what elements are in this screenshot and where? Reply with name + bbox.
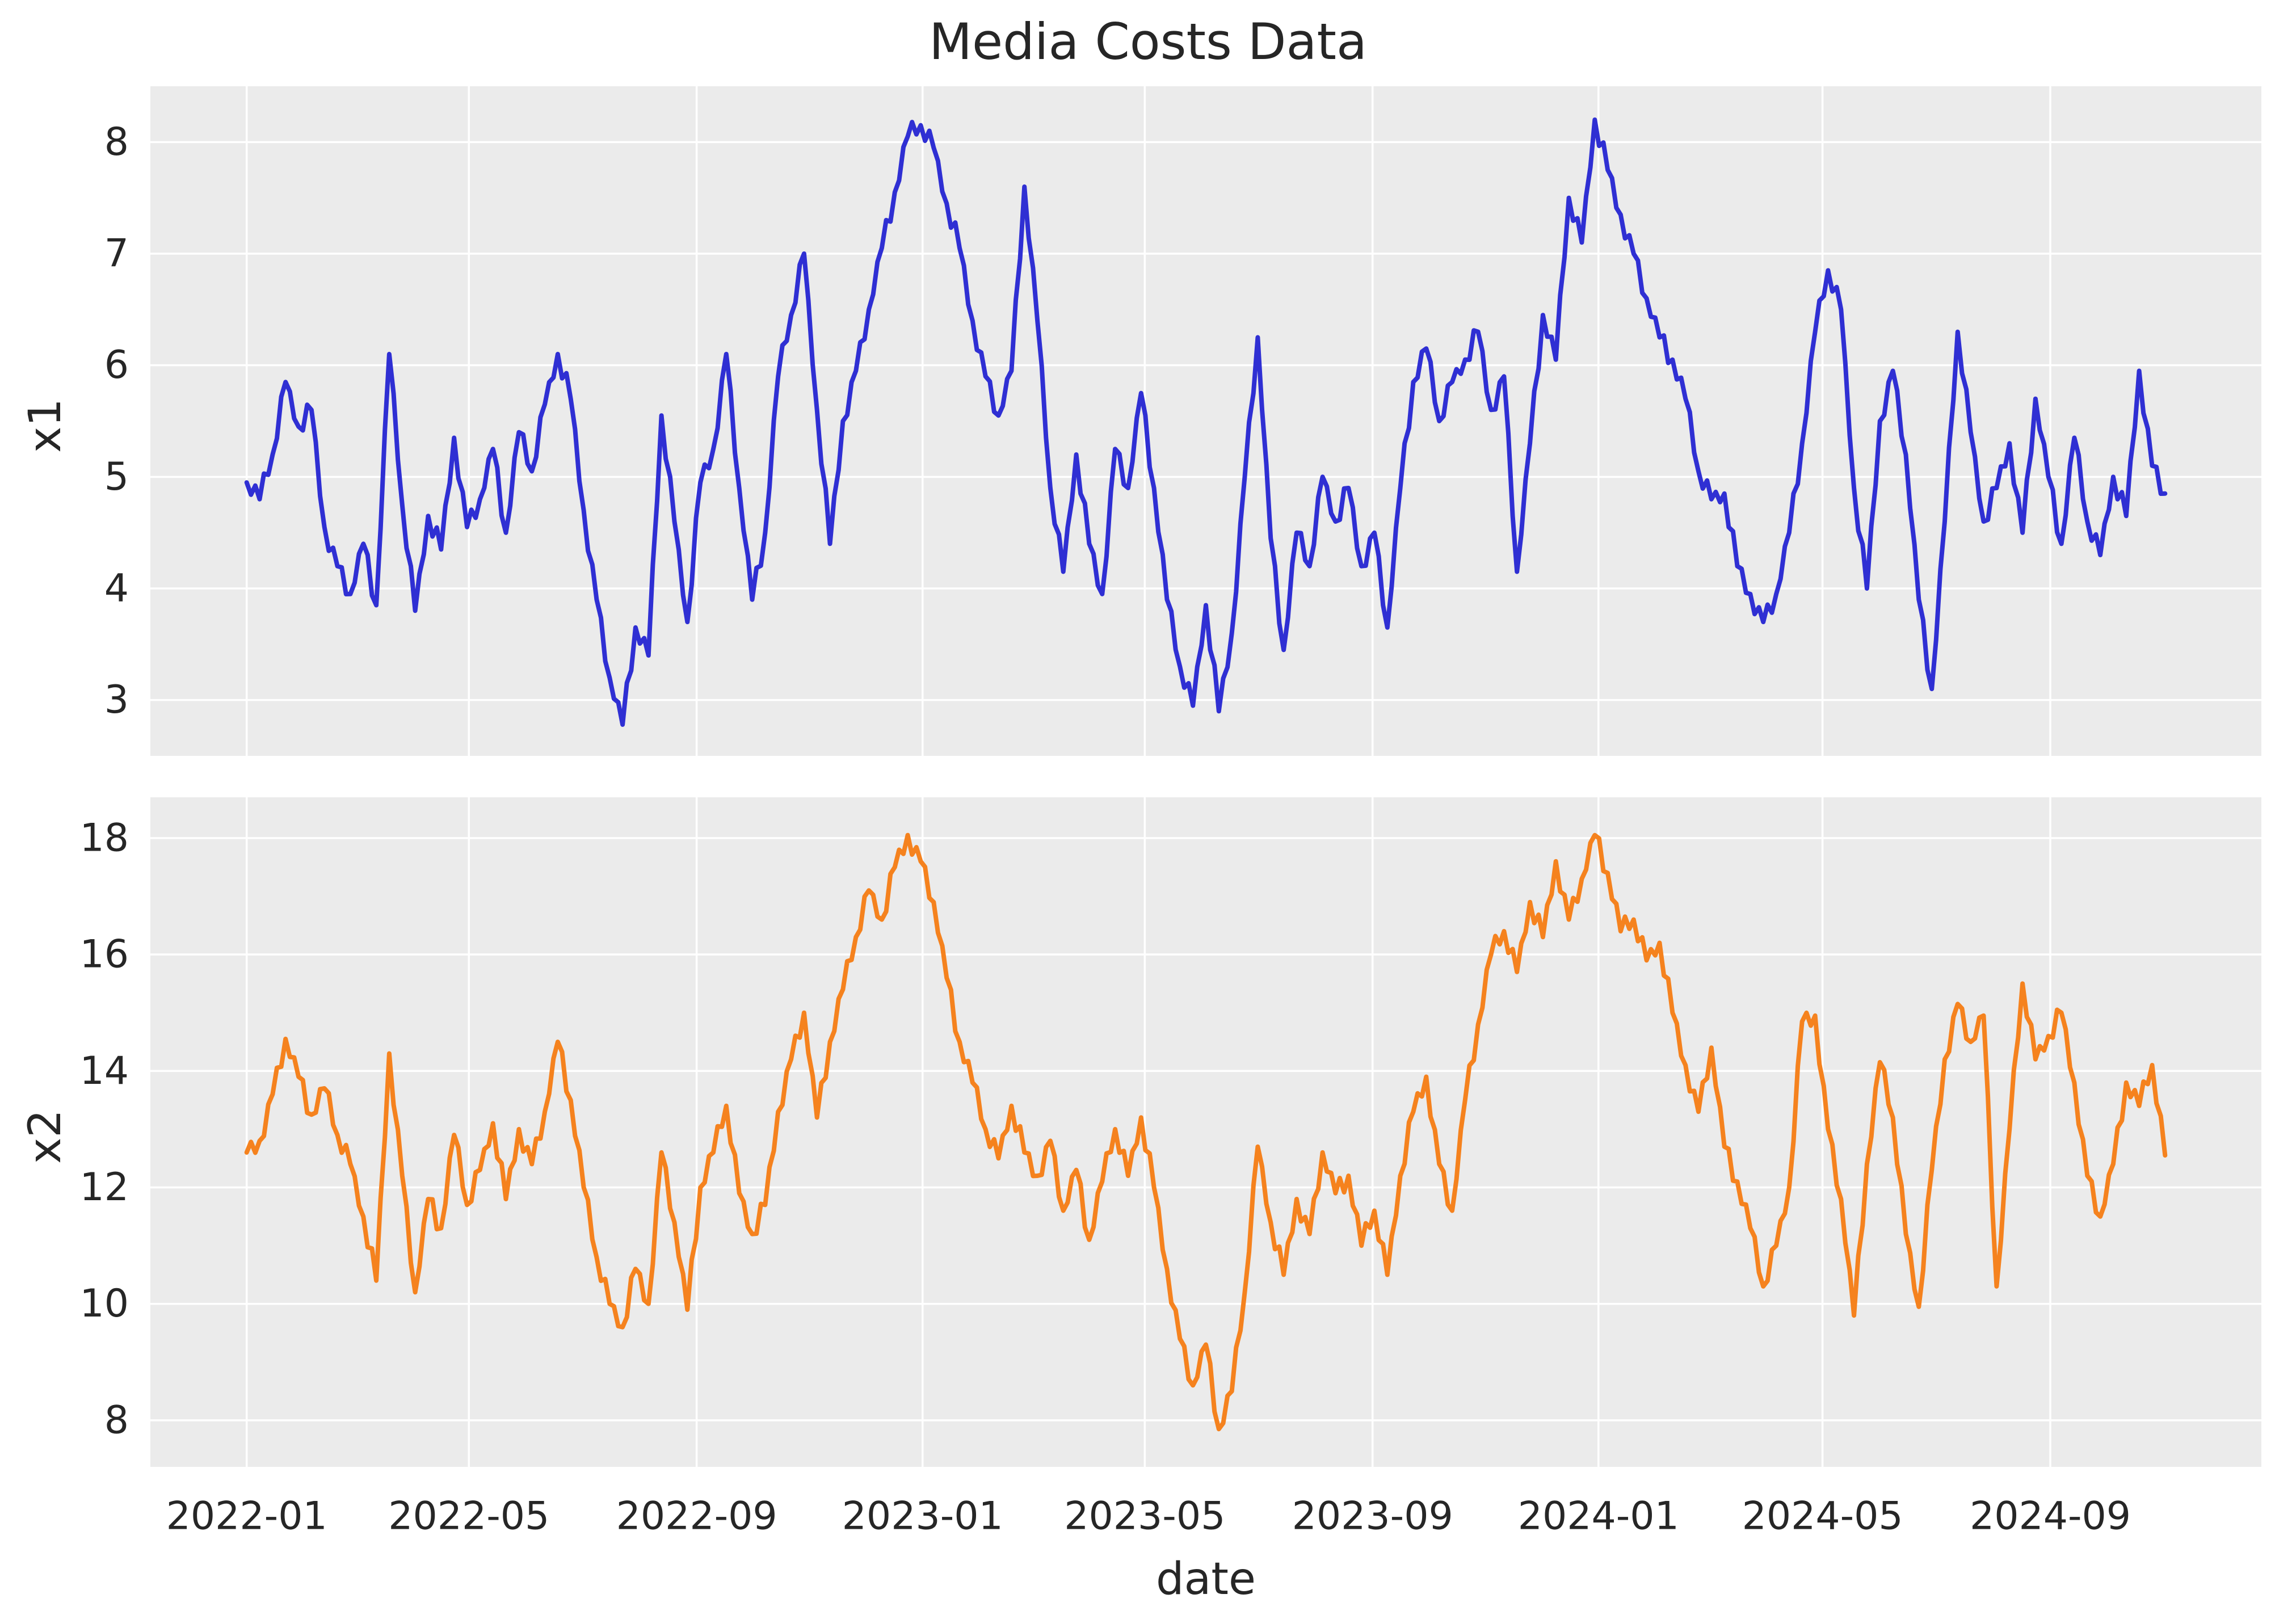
xtick-label: 2023-09 xyxy=(1292,1494,1453,1539)
x2-line-series xyxy=(244,832,2168,1432)
xtick-label: 2022-01 xyxy=(166,1494,327,1539)
xtick-label: 2023-01 xyxy=(842,1494,1003,1539)
xtick-label: 2023-05 xyxy=(1064,1494,1225,1539)
x1-line-series xyxy=(244,117,2168,727)
x2-ytick-label: 16 xyxy=(79,932,129,977)
y-axis-label-x2: x2 xyxy=(20,1109,71,1164)
x1-plot-area: 3 4 5 6 7 8 xyxy=(104,86,2261,756)
x2-ytick-label: 14 xyxy=(79,1049,129,1094)
x2-panel-background xyxy=(150,797,2261,1467)
x2-ytick-label: 8 xyxy=(104,1398,129,1442)
x1-ytick-label: 4 xyxy=(104,566,129,611)
xtick-label: 2024-05 xyxy=(1742,1494,1903,1539)
x1-ytick-label: 7 xyxy=(104,232,129,276)
x1-ytick-label: 5 xyxy=(104,455,129,499)
x2-ytick-label: 10 xyxy=(79,1281,129,1326)
x2-plot-area: 8 10 12 14 16 18 2022-01 2022-05 2022-09 2023-01 2… xyxy=(79,797,2261,1539)
x1-ytick-label: 8 xyxy=(104,120,129,165)
x-axis-label: date xyxy=(1156,1554,1256,1605)
x1-ytick-label: 6 xyxy=(104,343,129,388)
x2-ytick-label: 12 xyxy=(79,1165,129,1210)
x1-panel-background xyxy=(150,86,2261,756)
xtick-label: 2024-09 xyxy=(1970,1494,2131,1539)
x2-ytick-label: 18 xyxy=(79,815,129,860)
xtick-label: 2024-01 xyxy=(1518,1494,1679,1539)
chart-title: Media Costs Data xyxy=(929,12,1367,71)
xtick-label: 2022-09 xyxy=(616,1494,777,1539)
y-axis-label-x1: x1 xyxy=(20,398,71,453)
xtick-label: 2022-05 xyxy=(388,1494,549,1539)
x1-ytick-label: 3 xyxy=(104,678,129,722)
